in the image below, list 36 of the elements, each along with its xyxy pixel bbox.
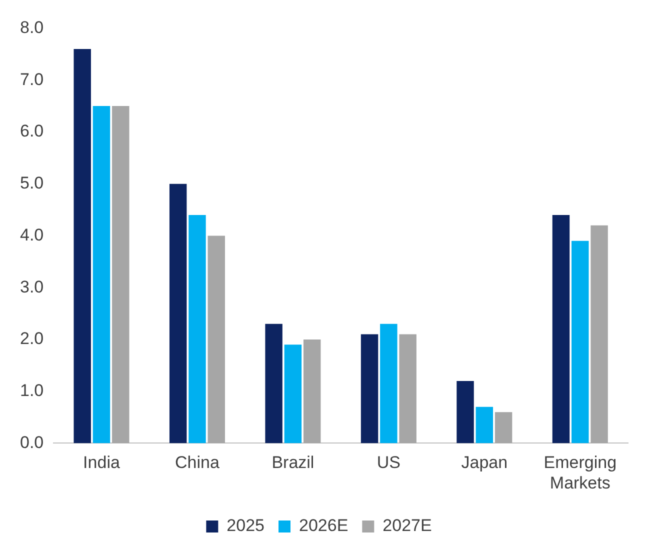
bar [169,184,187,444]
x-tick-label: Brazil [272,453,314,472]
bar [590,225,608,444]
y-tick-label: 5.0 [20,174,44,193]
x-tick-label: Emerging Markets [544,453,617,492]
bar [284,344,302,444]
bar [552,214,570,444]
y-tick-label: 8.0 [20,18,44,37]
x-tick-label: China [175,453,220,472]
y-tick-label: 1.0 [20,381,44,400]
bar [74,48,91,444]
bar [399,334,416,444]
bar [494,412,512,444]
bar [112,106,130,444]
x-tick-label: India [83,453,120,472]
legend-label: 2026E [299,516,348,536]
y-tick-label: 3.0 [20,277,44,296]
legend-label: 2027E [382,516,432,536]
y-tick-label: 4.0 [20,225,44,244]
bar [265,324,282,444]
y-tick-label: 2.0 [20,329,44,348]
y-tick-label: 7.0 [20,70,44,89]
legend-label: 2025 [226,516,265,536]
bar [572,240,589,444]
bar [92,106,110,444]
y-tick-label: 6.0 [20,122,44,141]
x-tick-label: Japan [461,453,508,472]
bar [303,339,321,444]
bar [380,324,398,444]
y-tick-label: 0.0 [20,432,44,452]
bar [188,214,206,444]
bar [456,380,474,444]
x-tick-label: US [376,453,400,472]
bar [360,334,378,444]
bar [208,236,225,444]
bar [476,406,494,444]
